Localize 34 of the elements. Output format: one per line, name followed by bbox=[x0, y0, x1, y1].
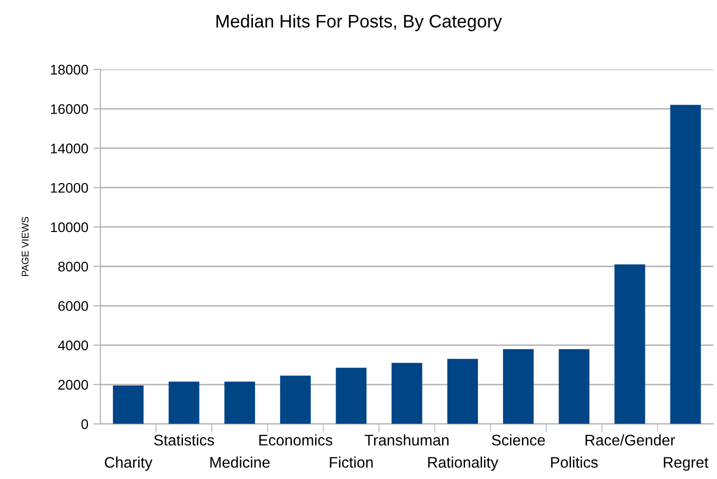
x-tick-label: Rationality bbox=[428, 456, 498, 471]
y-tick-label: 0 bbox=[81, 419, 88, 430]
y-tick-label: 6000 bbox=[58, 301, 88, 311]
chart-title: Median Hits For Posts, By Category bbox=[216, 14, 502, 32]
bar bbox=[224, 382, 256, 424]
y-tick-label: 12000 bbox=[51, 182, 88, 193]
y-tick-label: 16000 bbox=[51, 104, 88, 114]
bar bbox=[280, 376, 311, 424]
bar bbox=[168, 382, 200, 424]
y-tick-label: 10000 bbox=[51, 222, 88, 232]
x-tick-label: Regret bbox=[664, 457, 708, 471]
x-tick-label: Fiction bbox=[330, 456, 373, 468]
bar bbox=[614, 264, 646, 424]
y-tick-label: 14000 bbox=[51, 144, 88, 154]
bar bbox=[447, 358, 478, 424]
x-tick-label: Statistics bbox=[154, 434, 214, 446]
bar bbox=[336, 368, 366, 424]
y-tick-label: 4000 bbox=[58, 340, 88, 350]
x-tick-label: Charity bbox=[104, 456, 152, 471]
y-tick-label: 8000 bbox=[58, 262, 88, 272]
bar bbox=[503, 349, 534, 424]
bar bbox=[670, 104, 701, 424]
x-tick-label: Race/Gender bbox=[586, 434, 676, 446]
x-tick-label: Transhuman bbox=[364, 434, 449, 446]
x-tick-label: Science bbox=[492, 434, 545, 446]
x-tick-label: Economics bbox=[259, 434, 332, 446]
x-tick-label: Medicine bbox=[210, 456, 270, 468]
x-tick-label: Politics bbox=[551, 456, 598, 468]
y-axis-title: PAGE VIEWS bbox=[22, 216, 29, 276]
bar bbox=[112, 386, 144, 424]
y-tick-label: 18000 bbox=[51, 64, 88, 75]
y-tick-label: 2000 bbox=[58, 380, 88, 390]
bar bbox=[392, 362, 422, 424]
bar bbox=[558, 349, 590, 424]
